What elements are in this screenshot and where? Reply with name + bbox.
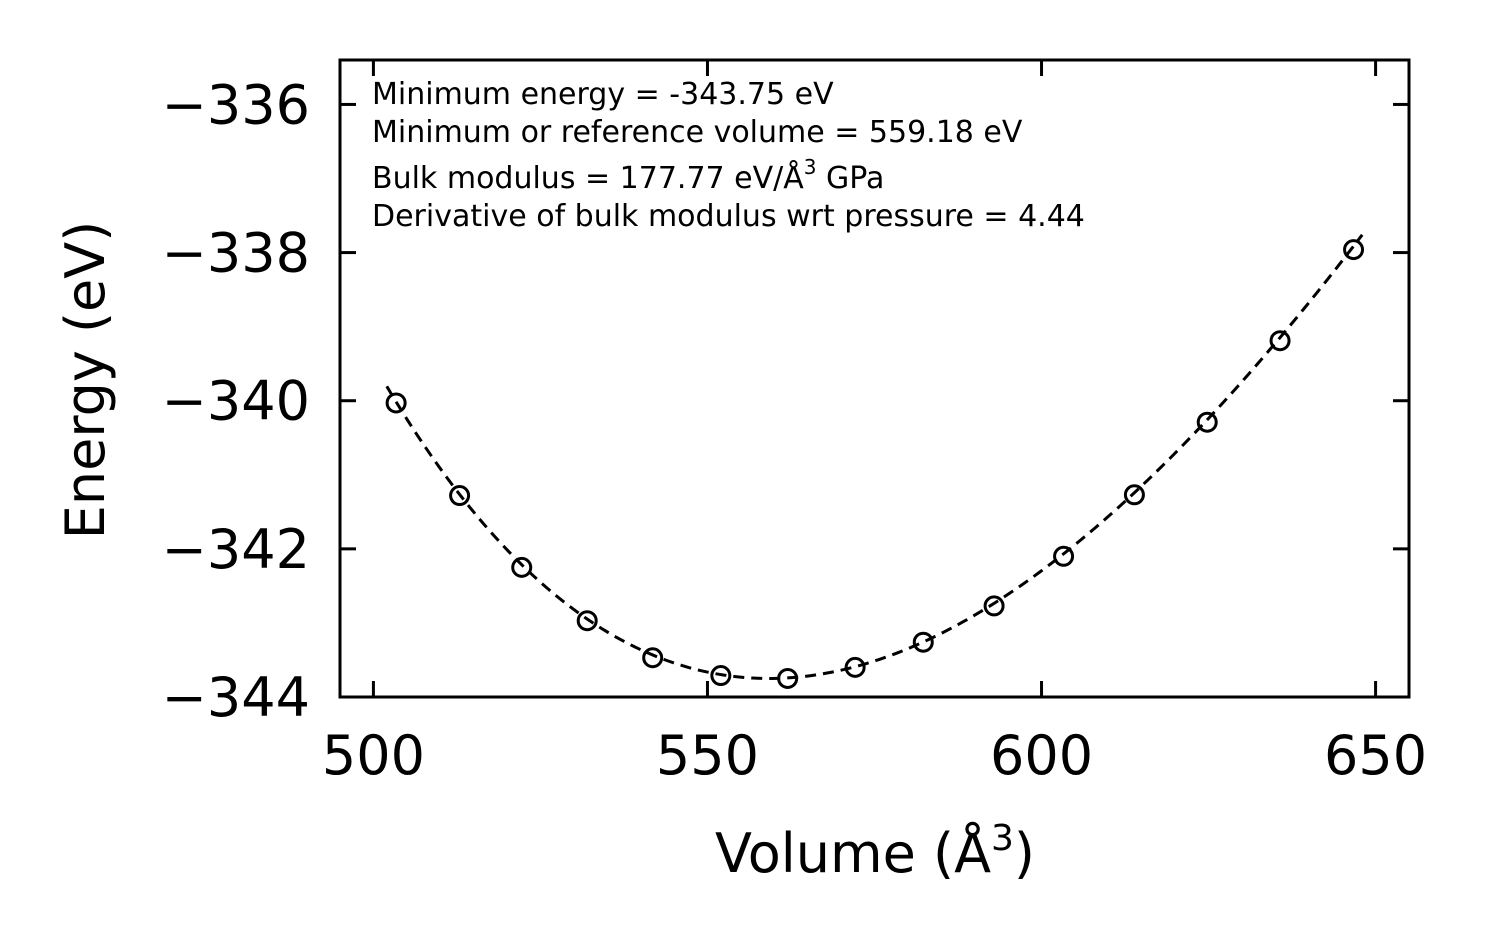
x-axis-label-suffix: ) — [1014, 822, 1035, 885]
y-tick-label: −342 — [162, 518, 310, 581]
data-point — [1053, 545, 1075, 567]
x-tick-label: 600 — [990, 724, 1093, 787]
data-point — [777, 667, 799, 689]
data-point — [642, 647, 664, 669]
x-tick-label: 650 — [1324, 724, 1427, 787]
data-point — [1123, 484, 1145, 506]
y-tick-label: −340 — [162, 370, 310, 433]
y-tick-label: −344 — [162, 666, 310, 729]
plot-frame — [338, 58, 1411, 699]
data-point — [1196, 411, 1218, 433]
annotation-ref-volume: Minimum or reference volume = 559.18 eV — [372, 115, 1023, 150]
x-tick-label: 500 — [322, 724, 425, 787]
data-point — [511, 556, 533, 578]
x-tick-label: 550 — [656, 724, 759, 787]
data-point — [912, 631, 934, 653]
annotation-min-energy: Minimum energy = -343.75 eV — [372, 77, 834, 112]
y-tick-label: −336 — [162, 73, 310, 136]
data-point — [385, 392, 407, 414]
annotation-bulk-modulus-sup: 3 — [804, 155, 817, 179]
annotation-bulk-modulus-unit: GPa — [817, 161, 885, 196]
data-point — [1343, 239, 1365, 261]
data-point — [449, 485, 471, 507]
plot-area — [338, 58, 1411, 699]
annotation-bulk-modulus: Bulk modulus = 177.77 eV/Å3 GPa — [372, 155, 884, 196]
ticks-layer: 500 550 600 650 −336 −338 −340 −342 −344 — [162, 60, 1427, 787]
annotation-bulk-modulus-text: Bulk modulus = 177.77 eV/Å — [372, 160, 804, 196]
annotation-bulk-derivative: Derivative of bulk modulus wrt pressure … — [372, 199, 1085, 234]
x-axis-label: Volume (Å3) — [715, 818, 1035, 885]
y-axis-label: Energy (eV) — [54, 221, 117, 540]
x-axis-label-text: Volume (Å — [715, 821, 991, 885]
data-point — [983, 595, 1005, 617]
y-tick-label: −338 — [162, 222, 310, 285]
x-axis-label-sup: 3 — [991, 818, 1014, 859]
data-point — [710, 665, 732, 687]
data-point — [576, 610, 598, 632]
data-points-layer — [385, 239, 1365, 689]
data-point — [844, 656, 866, 678]
data-point — [1269, 330, 1291, 352]
